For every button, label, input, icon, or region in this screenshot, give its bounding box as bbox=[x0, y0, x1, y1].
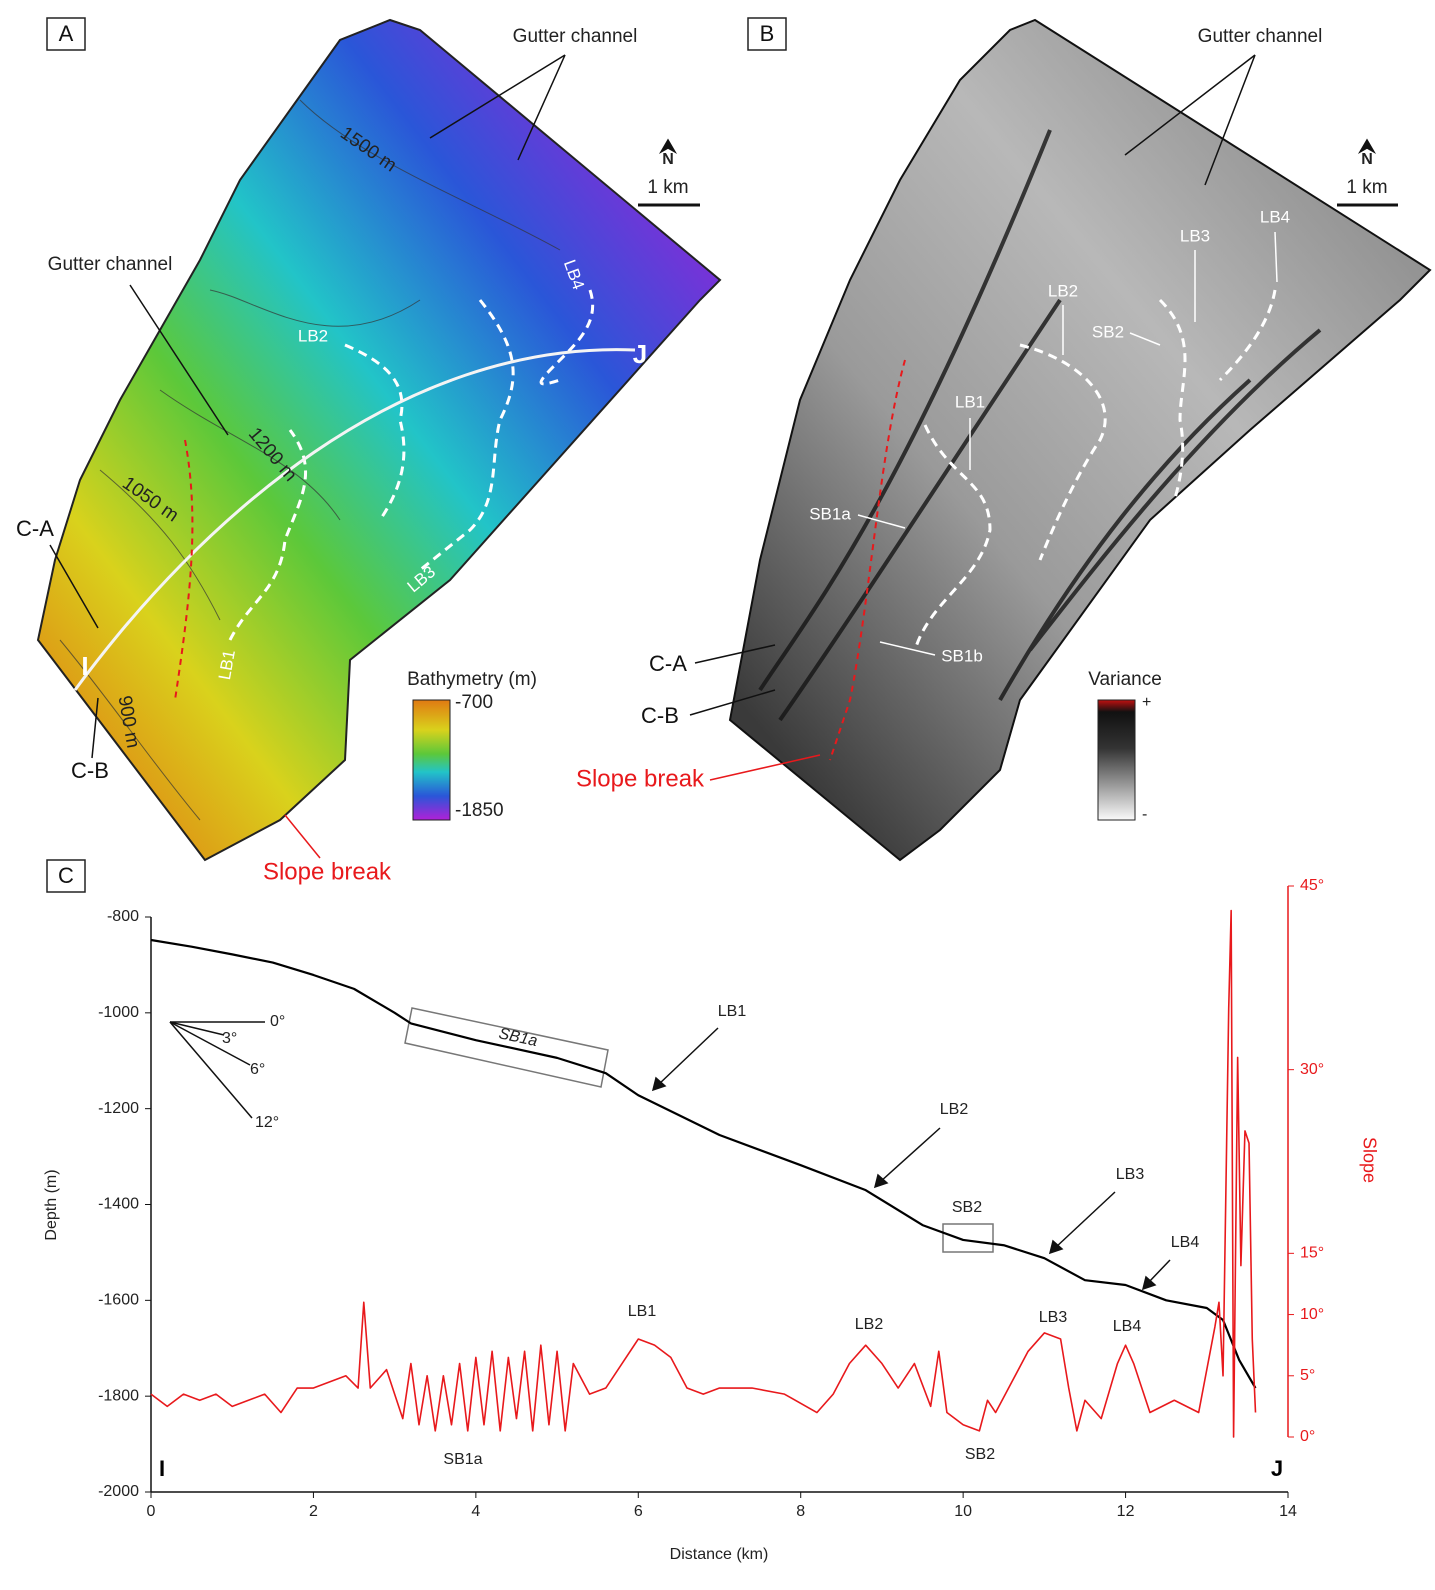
angle-label: 0° bbox=[270, 1013, 285, 1030]
colorbar bbox=[413, 700, 450, 820]
bedform-label: SB2 bbox=[1092, 322, 1124, 341]
y-tick-label: -1200 bbox=[98, 1100, 139, 1117]
channel-label: Gutter channel bbox=[513, 26, 638, 47]
y2-tick-label: 10° bbox=[1300, 1306, 1324, 1323]
channel-id: C-B bbox=[71, 758, 109, 783]
y2-tick-label: 15° bbox=[1300, 1245, 1324, 1262]
boundary-label: LB2 bbox=[298, 326, 328, 345]
boundary-label: LB4 bbox=[1260, 207, 1290, 226]
annotation: LB4 bbox=[1113, 1318, 1142, 1335]
angle-label: 3° bbox=[222, 1030, 237, 1047]
bedform-label: SB1a bbox=[809, 504, 851, 523]
boundary-label: LB3 bbox=[1180, 226, 1210, 245]
series-line bbox=[151, 940, 1256, 1388]
panel-c: C SB1a LB1 LB2 SB2 LB3 LB4 LB1 LB2 LB3 L… bbox=[43, 860, 1379, 1563]
y-tick-label: -1600 bbox=[98, 1292, 139, 1309]
annotation: LB1 bbox=[628, 1303, 657, 1320]
channel-label: Gutter channel bbox=[1198, 26, 1323, 47]
y2-tick-label: 45° bbox=[1300, 877, 1324, 894]
y-tick-label: -1400 bbox=[98, 1196, 139, 1213]
y-tick-label: -2000 bbox=[98, 1483, 139, 1500]
x-tick-label: 12 bbox=[1117, 1503, 1135, 1520]
boundary-label: LB2 bbox=[1048, 281, 1078, 300]
scale-label: 1 km bbox=[647, 177, 688, 198]
bedform-label: SB1b bbox=[941, 646, 983, 665]
annotation: SB1a bbox=[443, 1451, 482, 1468]
colorbar bbox=[1098, 700, 1135, 820]
north-label: N bbox=[662, 151, 674, 168]
slope-break-label: Slope break bbox=[263, 858, 392, 885]
angle-label: 12° bbox=[255, 1114, 279, 1131]
annotation: LB2 bbox=[940, 1101, 969, 1118]
x-tick-label: 4 bbox=[471, 1503, 480, 1520]
channel-label: Gutter channel bbox=[48, 254, 173, 275]
colorbar-label: -700 bbox=[455, 692, 493, 713]
panel-label: C bbox=[58, 863, 74, 888]
scale-label: 1 km bbox=[1346, 177, 1387, 198]
annotation: SB2 bbox=[965, 1446, 995, 1463]
colorbar-label: - bbox=[1142, 806, 1147, 823]
annotation: LB2 bbox=[855, 1316, 884, 1333]
y-tick-label: -1800 bbox=[98, 1387, 139, 1404]
annotation: LB3 bbox=[1116, 1166, 1145, 1183]
annotation: LB4 bbox=[1171, 1234, 1200, 1251]
profile-end: J bbox=[633, 339, 647, 369]
profile-end: J bbox=[1271, 1456, 1283, 1481]
y2-axis-label: Slope bbox=[1359, 1137, 1379, 1183]
panel-label: A bbox=[59, 21, 74, 46]
profile-end: I bbox=[159, 1456, 165, 1481]
panel-b: B Gutter channel bbox=[576, 18, 1430, 860]
channel-id: C-A bbox=[649, 651, 687, 676]
channel-id: C-B bbox=[641, 703, 679, 728]
panel-label: B bbox=[760, 21, 775, 46]
colorbar-title: Bathymetry (m) bbox=[407, 669, 537, 690]
x-tick-label: 14 bbox=[1279, 1503, 1297, 1520]
y-axis-label: Depth (m) bbox=[43, 1169, 60, 1240]
series-line bbox=[151, 910, 1256, 1437]
panel-a: A Gutter channel Gutter channel bbox=[16, 18, 720, 885]
x-axis-label: Distance (km) bbox=[670, 1546, 769, 1563]
y2-tick-label: 5° bbox=[1300, 1367, 1315, 1384]
annotation: LB3 bbox=[1039, 1309, 1068, 1326]
x-tick-label: 10 bbox=[954, 1503, 972, 1520]
y-tick-label: -800 bbox=[107, 908, 139, 925]
boundary-label: LB1 bbox=[955, 392, 985, 411]
y-tick-label: -1000 bbox=[98, 1004, 139, 1021]
variance-map bbox=[730, 20, 1430, 860]
figure: A Gutter channel Gutter channel bbox=[0, 0, 1435, 1585]
north-label: N bbox=[1361, 151, 1373, 168]
colorbar-label: + bbox=[1142, 694, 1151, 711]
y2-tick-label: 0° bbox=[1300, 1428, 1315, 1445]
angle-label: 6° bbox=[250, 1061, 265, 1078]
colorbar-title: Variance bbox=[1088, 669, 1162, 690]
profile-end: I bbox=[81, 651, 88, 681]
slope-break-label: Slope break bbox=[576, 765, 705, 792]
channel-id: C-A bbox=[16, 516, 54, 541]
annotation: SB2 bbox=[952, 1199, 982, 1216]
annotation-arrows bbox=[170, 1022, 1170, 1289]
x-tick-label: 0 bbox=[147, 1503, 156, 1520]
colorbar-label: -1850 bbox=[455, 800, 504, 821]
annotation: LB1 bbox=[718, 1003, 747, 1020]
y2-tick-label: 30° bbox=[1300, 1061, 1324, 1078]
x-tick-label: 6 bbox=[634, 1503, 643, 1520]
x-tick-label: 8 bbox=[796, 1503, 805, 1520]
x-tick-label: 2 bbox=[309, 1503, 318, 1520]
page: { "panel_a": { "label": "A", "gutter_cha… bbox=[0, 0, 1435, 1585]
